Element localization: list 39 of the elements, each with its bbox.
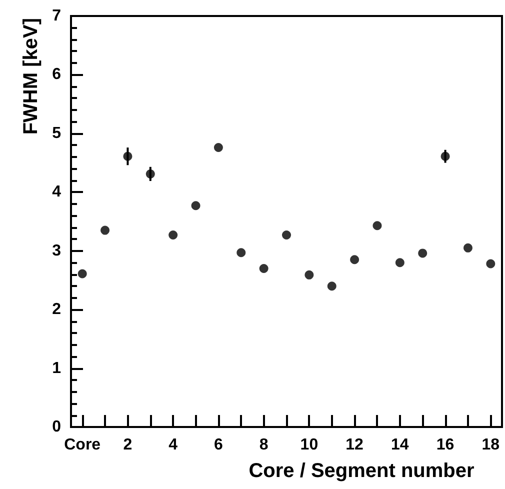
point [191,201,200,210]
point [463,243,472,252]
x-tick-label: 2 [123,436,132,454]
x-tick-label: 16 [436,436,454,454]
point [282,230,291,240]
x-tick-label: 12 [346,436,364,454]
point [372,221,382,230]
y-tick-label: 5 [52,124,62,142]
y-tick-label: 3 [52,242,62,260]
point [350,255,360,264]
point [123,152,132,161]
point [259,264,268,273]
y-tick-label: 7 [52,8,62,24]
point [146,169,155,178]
y-tick-label: 6 [52,66,62,84]
point [236,248,246,258]
x-tick-label: 18 [482,436,500,454]
y-tick-label: 0 [52,418,62,436]
x-tick-label: 14 [391,436,409,454]
x-tick-label: 10 [300,436,318,454]
point [168,230,178,240]
point [78,269,87,278]
point [395,258,404,268]
point [486,259,496,268]
point [418,248,428,258]
y-tick-label: 4 [52,184,62,201]
point [327,282,336,291]
x-tick-label: 4 [168,436,178,454]
point [304,270,314,280]
point [440,152,450,161]
point [214,143,223,152]
point [100,226,110,235]
y-axis-title: FWHM [keV] [20,18,42,135]
x-axis-title: Core / Segment number [248,460,475,482]
y-tick-label: 1 [52,360,62,377]
x-tick-label: 8 [259,436,268,454]
x-tick-label: 6 [214,436,223,454]
x-tick-label: Core [64,436,101,454]
y-tick-label: 2 [52,301,62,318]
